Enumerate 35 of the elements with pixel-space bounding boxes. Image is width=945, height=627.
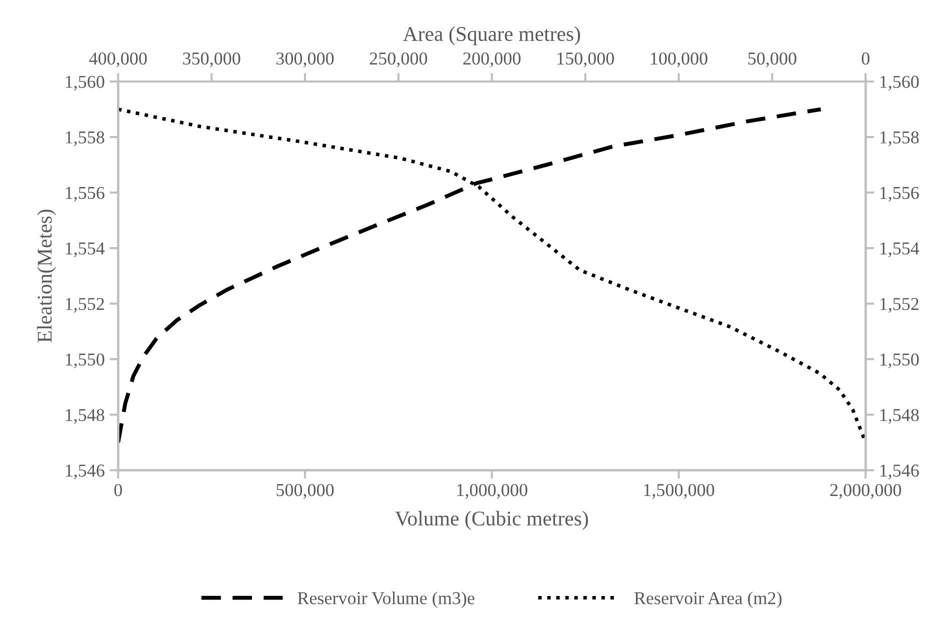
x-tick-label: 1,500,000 xyxy=(644,484,714,499)
legend-label: Reservoir Area (m2) xyxy=(634,592,782,608)
x2-tick-label: 350,000 xyxy=(183,52,240,68)
y-tick-label: 1,550 xyxy=(66,353,104,368)
y2-tick-label: 1,548 xyxy=(880,408,919,424)
x2-tick-label: 300,000 xyxy=(276,52,334,68)
y-tick-label: 1,558 xyxy=(66,131,104,146)
y2-tick-label: 1,552 xyxy=(880,298,918,313)
x2-tick-label: 0 xyxy=(862,52,870,65)
y-tick-label: 1,556 xyxy=(66,186,104,202)
x-tick-label: 0 xyxy=(114,484,122,496)
x2-tick-label: 200,000 xyxy=(463,52,521,68)
y2-tick-label: 1,558 xyxy=(880,131,919,146)
y-axis-title: Eleation(Metes) xyxy=(37,210,56,342)
x2-tick-label: 150,000 xyxy=(558,52,614,68)
y-tick-label: 1,548 xyxy=(66,408,104,424)
x2-tick-label: 250,000 xyxy=(370,52,428,68)
y-tick-label: 1,560 xyxy=(66,76,104,91)
y-tick-label: 1,554 xyxy=(66,242,105,258)
x-tick-label: 2,000,000 xyxy=(830,484,902,499)
y-tick-label: 1,552 xyxy=(66,298,104,313)
x2-tick-label: 400,000 xyxy=(89,52,147,68)
x-tick-label: 1,000,000 xyxy=(457,484,528,499)
y2-tick-label: 1,554 xyxy=(880,242,920,258)
x-axis-title: Volume (Cubic metres) xyxy=(395,510,588,530)
y2-tick-label: 1,546 xyxy=(880,464,919,480)
x2-axis-title: Area (Square metres) xyxy=(403,26,580,46)
y2-tick-label: 1,560 xyxy=(880,76,919,91)
x2-tick-label: 50,000 xyxy=(748,52,796,68)
x-tick-label: 500,000 xyxy=(276,484,334,499)
y-tick-label: 1,546 xyxy=(66,464,104,480)
legend-label: Reservoir Volume (m3)e xyxy=(298,592,474,608)
x2-tick-label: 100,000 xyxy=(650,52,708,68)
y2-tick-label: 1,556 xyxy=(880,186,919,202)
y2-tick-label: 1,550 xyxy=(880,353,919,368)
